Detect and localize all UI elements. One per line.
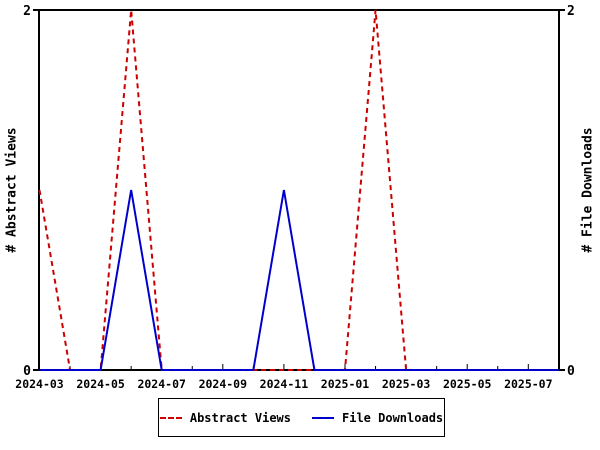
y-axis-label-left: # Abstract Views — [4, 127, 20, 253]
x-tick-label: 2024-05 — [76, 377, 125, 391]
y-tick-label-left-bottom: 0 — [23, 364, 31, 379]
x-tick-label: 2025-07 — [504, 377, 553, 391]
x-tick-label: 2024-11 — [260, 377, 309, 391]
legend-label-file-downloads: File Downloads — [342, 410, 444, 425]
file-downloads-solid-line-swatch — [312, 416, 334, 419]
y-axis-label-right: # File Downloads — [580, 127, 596, 253]
legend-label-abstract-views: Abstract Views — [189, 410, 291, 425]
y-tick-label-right-top: 2 — [567, 4, 575, 19]
x-tick-label: 2025-01 — [321, 377, 370, 391]
legend: Abstract Views File Downloads — [158, 398, 445, 437]
y-tick-label-left-top: 2 — [23, 4, 31, 19]
x-tick-label: 2025-05 — [443, 377, 492, 391]
plot-border — [38, 9, 560, 371]
y-tick-label-right-bottom: 0 — [567, 364, 575, 379]
x-tick-label: 2025-03 — [382, 377, 431, 391]
abstract-views-line — [38, 9, 559, 371]
x-tick-label: 2024-03 — [15, 377, 64, 391]
x-tick-label: 2024-07 — [137, 377, 186, 391]
x-tick-label: 2024-09 — [199, 377, 248, 391]
abstract-views-dashed-line-swatch — [159, 416, 182, 419]
file-downloads-line — [39, 189, 559, 371]
